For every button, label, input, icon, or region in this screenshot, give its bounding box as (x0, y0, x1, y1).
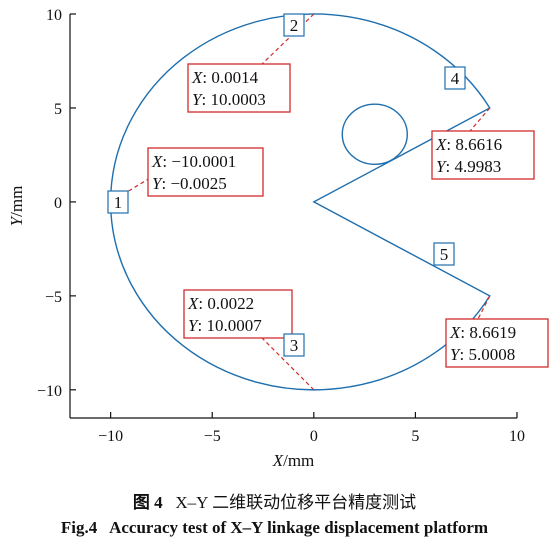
caption-en-title: Accuracy test of X–Y linkage displacemen… (109, 518, 489, 537)
x-tick-label: −5 (204, 428, 221, 445)
annotation-y-value: : 10.0007 (197, 316, 262, 335)
y-axis-unit: /mm (7, 186, 26, 217)
annotation-x-prefix: X (151, 152, 163, 171)
annotation-y-line: Y: −0.0025 (152, 174, 227, 193)
x-tick-label: 0 (310, 428, 318, 445)
annotation-y-prefix: Y (192, 90, 203, 109)
point-number-label: 2 (290, 16, 299, 35)
leader-line (477, 295, 491, 320)
caption-cn-prefix: 图 4 (132, 493, 163, 512)
annotation-y-value: : −0.0025 (161, 174, 226, 193)
point-annotation-2: X: 0.0014 Y: 10.0003 2 (187, 13, 315, 113)
point-number-label: 3 (290, 336, 299, 355)
x-axis-unit: /mm (283, 451, 314, 470)
leader-line (469, 107, 491, 132)
point-number-box (107, 190, 129, 214)
point-number-label: 4 (451, 69, 460, 88)
annotation-x-prefix: X (191, 68, 203, 87)
annotation-y-line: Y: 4.9983 (436, 157, 501, 176)
y-tick-label: −10 (37, 383, 62, 400)
annotation-x-prefix: X (187, 294, 199, 313)
annotation-x-line: X: −10.0001 (151, 152, 236, 171)
small-circle (341, 103, 408, 166)
annotation-y-value: : 10.0003 (201, 90, 265, 109)
annotation-x-line: X: 0.0014 (191, 68, 259, 87)
axes: −10 −5 0 5 10 −10 −5 0 5 10 (37, 7, 525, 445)
annotation-box (431, 130, 535, 180)
point-number-label: 1 (114, 193, 123, 212)
y-tick-label: 0 (54, 195, 62, 212)
annotation-y-value: : 4.9983 (445, 157, 501, 176)
annotation-x-value: : −10.0001 (162, 152, 236, 171)
point-annotation-1: X: −10.0001 Y: −0.0025 1 (107, 147, 264, 214)
annotation-x-value: : 8.6619 (460, 323, 516, 342)
annotation-box (445, 318, 549, 368)
annotation-x-line: X: 0.0022 (187, 294, 254, 313)
point-annotation-3: X: 0.0022 Y: 10.0007 3 (183, 289, 315, 391)
annotation-x-value: : 0.0022 (198, 294, 254, 313)
annotation-y-prefix: Y (188, 316, 199, 335)
caption-en-prefix: Fig.4 (60, 518, 98, 537)
annotation-y-prefix: Y (450, 345, 461, 364)
annotation-x-value: : 0.0014 (202, 68, 258, 87)
annotation-x-prefix: X (435, 135, 447, 154)
x-tick-label: −10 (98, 428, 123, 445)
annotation-box (147, 147, 264, 197)
annotation-x-value: : 8.6616 (446, 135, 502, 154)
y-tick-label: −5 (45, 289, 62, 306)
x-tick-label: 10 (509, 428, 525, 445)
annotation-x-prefix: X (449, 323, 461, 342)
annotation-box (183, 289, 293, 339)
y-tick-label: 10 (46, 7, 62, 24)
point-number-box (433, 242, 455, 266)
x-axis-var: X (272, 451, 284, 470)
y-tick-label: 5 (54, 101, 62, 118)
annotation-x-line: X: 8.6616 (435, 135, 502, 154)
annotation-y-line: Y: 5.0008 (450, 345, 515, 364)
annotation-y-prefix: Y (436, 157, 447, 176)
annotation-y-value: : 5.0008 (459, 345, 515, 364)
x-axis-label: X/mm (272, 451, 315, 470)
annotation-y-prefix: Y (152, 174, 163, 193)
point-number-box (444, 66, 466, 90)
point-annotation-5: X: 8.6619 Y: 5.0008 5 (433, 242, 549, 368)
y-axis-var: Y (7, 215, 26, 226)
annotation-y-line: Y: 10.0007 (188, 316, 262, 335)
point-number-box (283, 333, 305, 357)
annotation-box (187, 63, 291, 113)
point-number-label: 5 (440, 245, 449, 264)
point-annotation-4: X: 8.6616 Y: 4.9983 4 (431, 66, 535, 180)
caption-cn: 图 4 X–Y 二维联动位移平台精度测试 (0, 488, 549, 513)
y-axis-label: Y/mm (7, 186, 26, 227)
leader-line (261, 13, 315, 65)
leader-line (261, 337, 315, 391)
point-number-box (283, 13, 305, 37)
annotation-x-line: X: 8.6619 (449, 323, 516, 342)
annotation-y-line: Y: 10.0003 (192, 90, 266, 109)
caption-cn-title: X–Y 二维联动位移平台精度测试 (175, 493, 417, 512)
caption-en: Fig.4 Accuracy test of X–Y linkage displ… (0, 518, 549, 538)
x-tick-label: 5 (411, 428, 419, 445)
